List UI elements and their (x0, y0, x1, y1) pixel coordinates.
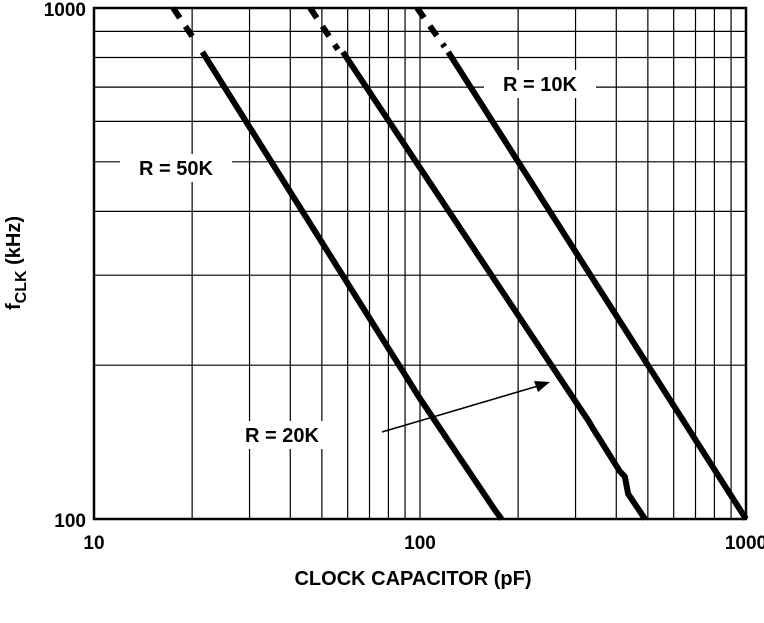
series-label-1: R = 10K (503, 74, 577, 96)
x-tick-label: 100 (404, 533, 436, 554)
series-2-line (340, 50, 648, 521)
y-axis-title-main: f (3, 303, 25, 310)
x-tick-label: 1000 (725, 533, 764, 554)
series-1-line (199, 50, 505, 521)
series-label-3: R = 20K (245, 425, 319, 447)
annotation-arrow-head (534, 381, 550, 392)
series-label-background (120, 154, 232, 182)
y-tick-label: 100 (54, 511, 86, 532)
annotation-arrow-line (381, 385, 539, 433)
series-3-dashed-segment (414, 6, 448, 49)
annotations: R = 10K R = 50K R = 20K (120, 70, 596, 449)
y-axis-title: fCLK (kHz) (3, 216, 30, 310)
series-1-dashed-segment (170, 6, 199, 44)
x-tick-label: 10 (83, 533, 104, 554)
plot-frame (92, 6, 748, 521)
y-axis-title-sub: CLK (13, 270, 30, 303)
y-tick-label: 1000 (44, 0, 86, 21)
series-2-dashed-segment (307, 6, 341, 52)
curves (170, 6, 749, 521)
series-label-background (226, 421, 338, 449)
y-axis-title-unit: (kHz) (3, 216, 25, 270)
series-label-background (484, 70, 596, 98)
series-3-line (445, 50, 749, 521)
series-label-2: R = 50K (139, 158, 213, 180)
x-axis-title: CLOCK CAPACITOR (pF) (294, 568, 531, 590)
grid (94, 8, 746, 519)
